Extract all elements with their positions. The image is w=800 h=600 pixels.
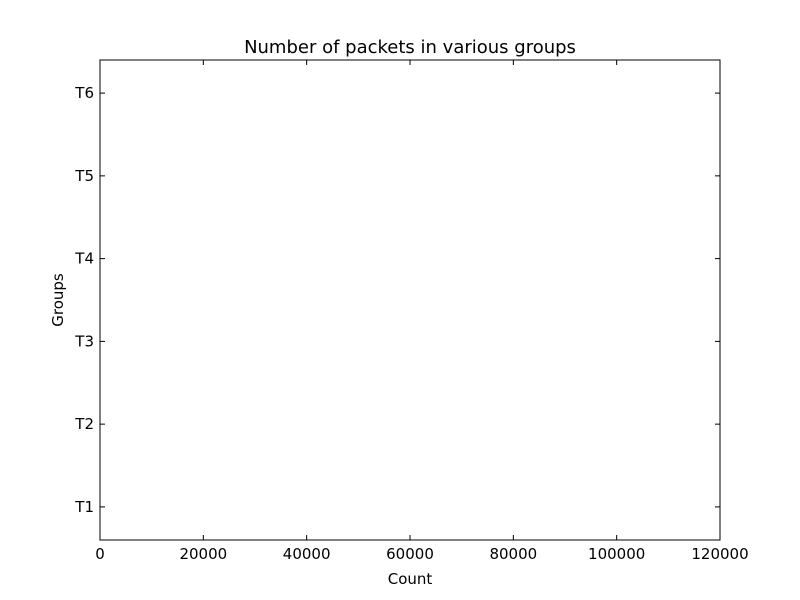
- y-tick-label: T5: [74, 167, 94, 185]
- x-tick-label: 120000: [691, 545, 748, 563]
- chart-title: Number of packets in various groups: [244, 37, 576, 58]
- x-tick-label: 0: [95, 545, 105, 563]
- x-tick-label: 100000: [588, 545, 645, 563]
- x-tick-label: 60000: [386, 545, 434, 563]
- x-axis-label: Count: [388, 570, 433, 588]
- y-tick-label: T6: [74, 84, 94, 102]
- y-tick-label: T3: [74, 332, 94, 350]
- y-tick-label: T1: [74, 498, 94, 516]
- y-tick-label: T2: [74, 415, 94, 433]
- x-tick-label: 20000: [179, 545, 227, 563]
- plot-frame: [99, 59, 721, 541]
- x-axis-ticks: 0 20000 40000 60000 80000 100000 120000: [95, 60, 749, 563]
- plot-area: [99, 59, 721, 541]
- y-axis-label: Groups: [49, 273, 67, 327]
- x-tick-label: 80000: [489, 545, 537, 563]
- y-axis-ticks: T1 T2 T3 T4 T5 T6: [74, 84, 720, 516]
- y-tick-label: T4: [74, 250, 94, 268]
- x-tick-label: 40000: [283, 545, 331, 563]
